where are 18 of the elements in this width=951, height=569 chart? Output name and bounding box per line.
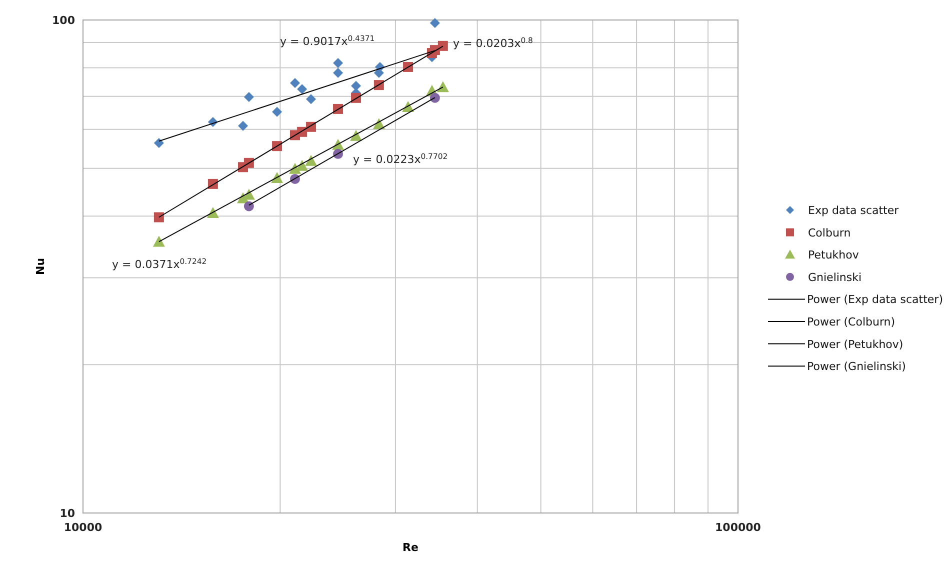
legend-label: Power (Gnielinski) — [807, 360, 906, 374]
x-axis-title: Re — [402, 541, 418, 554]
legend-label: Power (Colburn) — [807, 316, 896, 328]
x-tick-label: 100000 — [715, 521, 762, 534]
annotation: y = 0.0371x$^{0.7242}$ — [112, 256, 207, 271]
legend-label: Gnielinski — [808, 270, 862, 284]
x-tick-label: 10000 — [64, 521, 102, 534]
annotation: y = 0.0223x$^{0.7702}$ — [353, 152, 448, 166]
legend-label: Colburn — [808, 226, 851, 240]
annotation: y = 0.0203x$^{0.8}$ — [453, 36, 534, 50]
y-tick-label: 100 — [52, 14, 76, 27]
legend-label: Power (Exp data scatter) — [807, 293, 943, 306]
y-axis-title: Nu — [34, 258, 47, 276]
y-tick-label: 10 — [60, 507, 76, 520]
legend-label: Power (Petukhov) — [807, 338, 904, 351]
legend-label: Exp data scatter — [808, 204, 900, 217]
annotation: y = 0.9017x$^{0.4371}$ — [280, 34, 375, 48]
legend-label: Petukhov — [808, 248, 860, 262]
